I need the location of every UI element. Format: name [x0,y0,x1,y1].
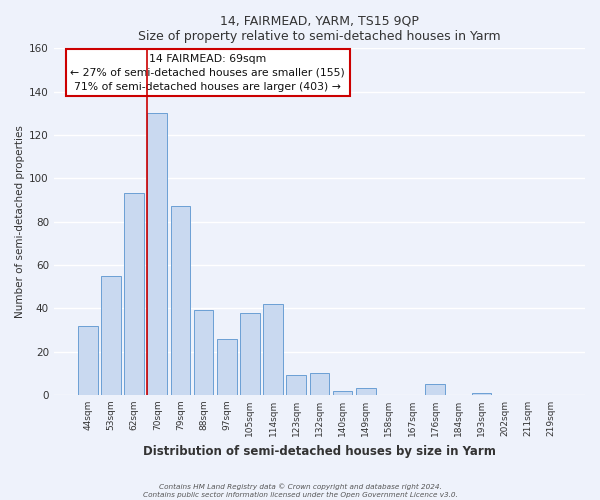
Bar [286,376,306,395]
Title: 14, FAIRMEAD, YARM, TS15 9QP
Size of property relative to semi-detached houses i: 14, FAIRMEAD, YARM, TS15 9QP Size of pro… [138,15,501,43]
Text: Contains HM Land Registry data © Crown copyright and database right 2024.
Contai: Contains HM Land Registry data © Crown c… [143,484,457,498]
Bar [472,393,491,395]
Bar [425,384,445,395]
Bar [101,276,121,395]
Bar [356,388,376,395]
Bar [217,338,236,395]
Text: 14 FAIRMEAD: 69sqm
← 27% of semi-detached houses are smaller (155)
71% of semi-d: 14 FAIRMEAD: 69sqm ← 27% of semi-detache… [70,54,345,92]
Bar [170,206,190,395]
Y-axis label: Number of semi-detached properties: Number of semi-detached properties [15,125,25,318]
Bar [263,304,283,395]
Bar [124,194,144,395]
Bar [240,312,260,395]
Bar [310,374,329,395]
Bar [78,326,98,395]
Bar [148,114,167,395]
X-axis label: Distribution of semi-detached houses by size in Yarm: Distribution of semi-detached houses by … [143,444,496,458]
Bar [194,310,214,395]
Bar [333,390,352,395]
